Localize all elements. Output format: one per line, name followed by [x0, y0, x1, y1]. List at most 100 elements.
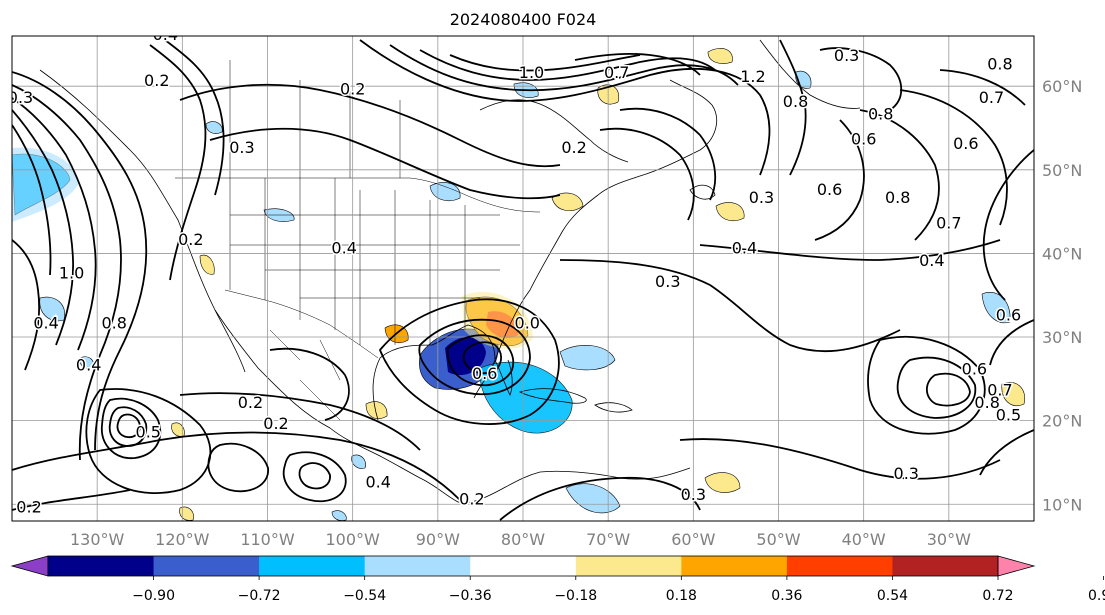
colorbar: −0.90 −0.72 −0.54 −0.36 −0.18 0.18 0.36 0.54 0.7… — [10, 555, 1105, 604]
yellow-shade-south-atlantic — [704, 472, 741, 493]
coast-canada-east — [639, 79, 717, 177]
yellow-shade-east-atlantic — [1001, 382, 1026, 406]
lon-tick-label: 80°W — [501, 530, 545, 549]
contour-label: 0.7 — [987, 381, 1012, 400]
lon-tick-label: 120°W — [155, 530, 210, 549]
contour-label: 0.2 — [561, 138, 586, 157]
contour-pacific-central-4 — [116, 413, 141, 439]
contour-pacific-south-3 — [298, 462, 331, 490]
contour-label: 0.7 — [604, 63, 629, 82]
contour-label: 1.0 — [59, 264, 84, 283]
colorbar-segment — [892, 556, 999, 576]
contour-pacific-nw-2 — [12, 84, 122, 461]
contour-label: 1.2 — [740, 67, 765, 86]
contour-atlantic-north-1 — [814, 119, 865, 241]
contour-canada-2 — [209, 127, 561, 200]
lon-tick-label: 100°W — [325, 530, 380, 549]
contour-pacific-south-2 — [282, 451, 347, 503]
contour-atlantic-north-4 — [939, 69, 1026, 106]
contour-mexico-1 — [269, 347, 350, 421]
contour-label: 0.2 — [459, 489, 484, 508]
coast-newfoundland — [689, 184, 716, 200]
contour-label: 0.8 — [101, 314, 126, 333]
contour-label: 0.4 — [732, 238, 757, 257]
longitude-axis: 130°W 120°W 110°W 100°W 90°W 80°W 70°W 60°W 50°W… — [70, 530, 971, 549]
contour-label: 0.8 — [885, 188, 910, 207]
contour-atlantic-central-1 — [699, 239, 1001, 261]
contour-atlantic-south-3 — [925, 372, 971, 407]
contour-label: 0.4 — [919, 251, 944, 270]
colorbar-outline — [47, 555, 999, 577]
contour-gulf-2 — [418, 318, 531, 396]
yellow-shade-new-england — [551, 192, 584, 211]
contour-pacific-central-1 — [85, 388, 212, 494]
states-grid — [229, 178, 520, 345]
light-blue-shade-caribbean — [559, 345, 616, 371]
contour-jet-1 — [359, 39, 771, 176]
colorbar-segment — [364, 556, 471, 576]
coast-central-america — [457, 471, 541, 504]
contour-label: 0.4 — [153, 25, 178, 44]
border-mexico-states — [269, 329, 341, 421]
colorbar-segment — [259, 556, 366, 576]
light-blue-shade-pacific-nw — [12, 147, 78, 222]
coast-gulf — [372, 324, 496, 421]
contour-label: 0.6 — [996, 305, 1021, 324]
coast-north-america-west — [39, 69, 459, 503]
contour-east-atlantic-2 — [979, 429, 1034, 476]
map-frame — [11, 35, 1035, 522]
colorbar-tick-label: −0.90 — [132, 588, 175, 604]
colorbar-segment — [681, 556, 788, 576]
contour-atlantic-north-2 — [859, 109, 940, 241]
contour-jet-2 — [389, 44, 739, 92]
contour-label: 0.2 — [16, 498, 41, 517]
colorbar-segment — [786, 556, 893, 576]
contour-greenland-2 — [819, 47, 903, 111]
contour-east-atlantic-1 — [989, 319, 1034, 366]
colorbar-tick-label: 0.72 — [982, 588, 1013, 604]
contour-gulf-4 — [462, 341, 503, 375]
contour-label: 0.4 — [331, 238, 356, 257]
lon-tick-label: 130°W — [70, 530, 125, 549]
contour-label: 0.8 — [868, 105, 893, 124]
contour-labels: 0.40.2 0.20.30.30.21.0 0.7 1.20.80.3 0.80.70… — [12, 25, 1023, 518]
contour-jet-5 — [574, 52, 701, 76]
contour-pacific-nw-1 — [12, 71, 148, 451]
contour-pacific-south-1 — [207, 442, 269, 493]
contour-label: 0.5 — [996, 406, 1021, 425]
lon-tick-label: 50°W — [756, 530, 800, 549]
figure-title: 2024080400 F024 — [450, 10, 597, 29]
contour-pacific-nw-5 — [12, 124, 52, 276]
contour-pacific-nw-4 — [12, 109, 74, 346]
contour-label: 0.6 — [472, 364, 497, 383]
contour-label: 0.6 — [953, 134, 978, 153]
contour-greenland-1 — [779, 39, 807, 176]
contour-label: 0.2 — [340, 80, 365, 99]
contour-pacific-nw-3 — [12, 97, 97, 351]
contour-label: 0.4 — [76, 355, 101, 374]
colorbar-extend-high — [997, 555, 1036, 577]
contour-atlantic-central-2 — [559, 259, 901, 353]
colorbar-segment — [153, 556, 260, 576]
yellow-shade-nova-scotia — [715, 202, 745, 221]
colorbar-segment — [48, 556, 155, 576]
contour-gulf-3 — [446, 334, 515, 387]
contour-rockies-1 — [149, 44, 207, 281]
lon-tick-label: 110°W — [240, 530, 295, 549]
contour-label: 0.0 — [515, 314, 540, 333]
contour-gulf-1 — [378, 298, 560, 425]
lat-tick-label: 20°N — [1042, 412, 1082, 431]
contour-atlantic-south-1 — [867, 336, 986, 435]
contour-pacific-long-1 — [12, 431, 461, 501]
contour-pacific-long-3 — [179, 392, 421, 451]
yellow-shade-baja — [199, 254, 215, 275]
contour-label: 0.6 — [817, 180, 842, 199]
light-blue-shade-canada — [205, 121, 223, 134]
contour-atlantic-north-3 — [899, 89, 1008, 226]
contour-pacific-west-1 — [12, 239, 41, 371]
contour-label: 1.0 — [519, 63, 544, 82]
colorbar-tick-label: 0.54 — [877, 588, 908, 604]
latitude-axis: 10°N 20°N 30°N 40°N 50°N 60°N — [1042, 77, 1082, 514]
colorbar-tick-label: 0.90 — [1088, 588, 1105, 604]
